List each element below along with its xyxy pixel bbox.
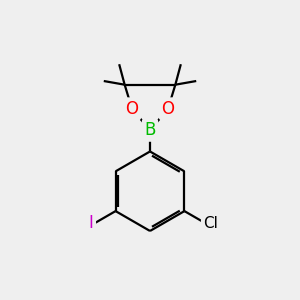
- Text: Cl: Cl: [203, 216, 218, 231]
- Text: B: B: [144, 121, 156, 139]
- Text: O: O: [161, 100, 175, 118]
- Text: O: O: [125, 100, 139, 118]
- Text: I: I: [89, 214, 94, 232]
